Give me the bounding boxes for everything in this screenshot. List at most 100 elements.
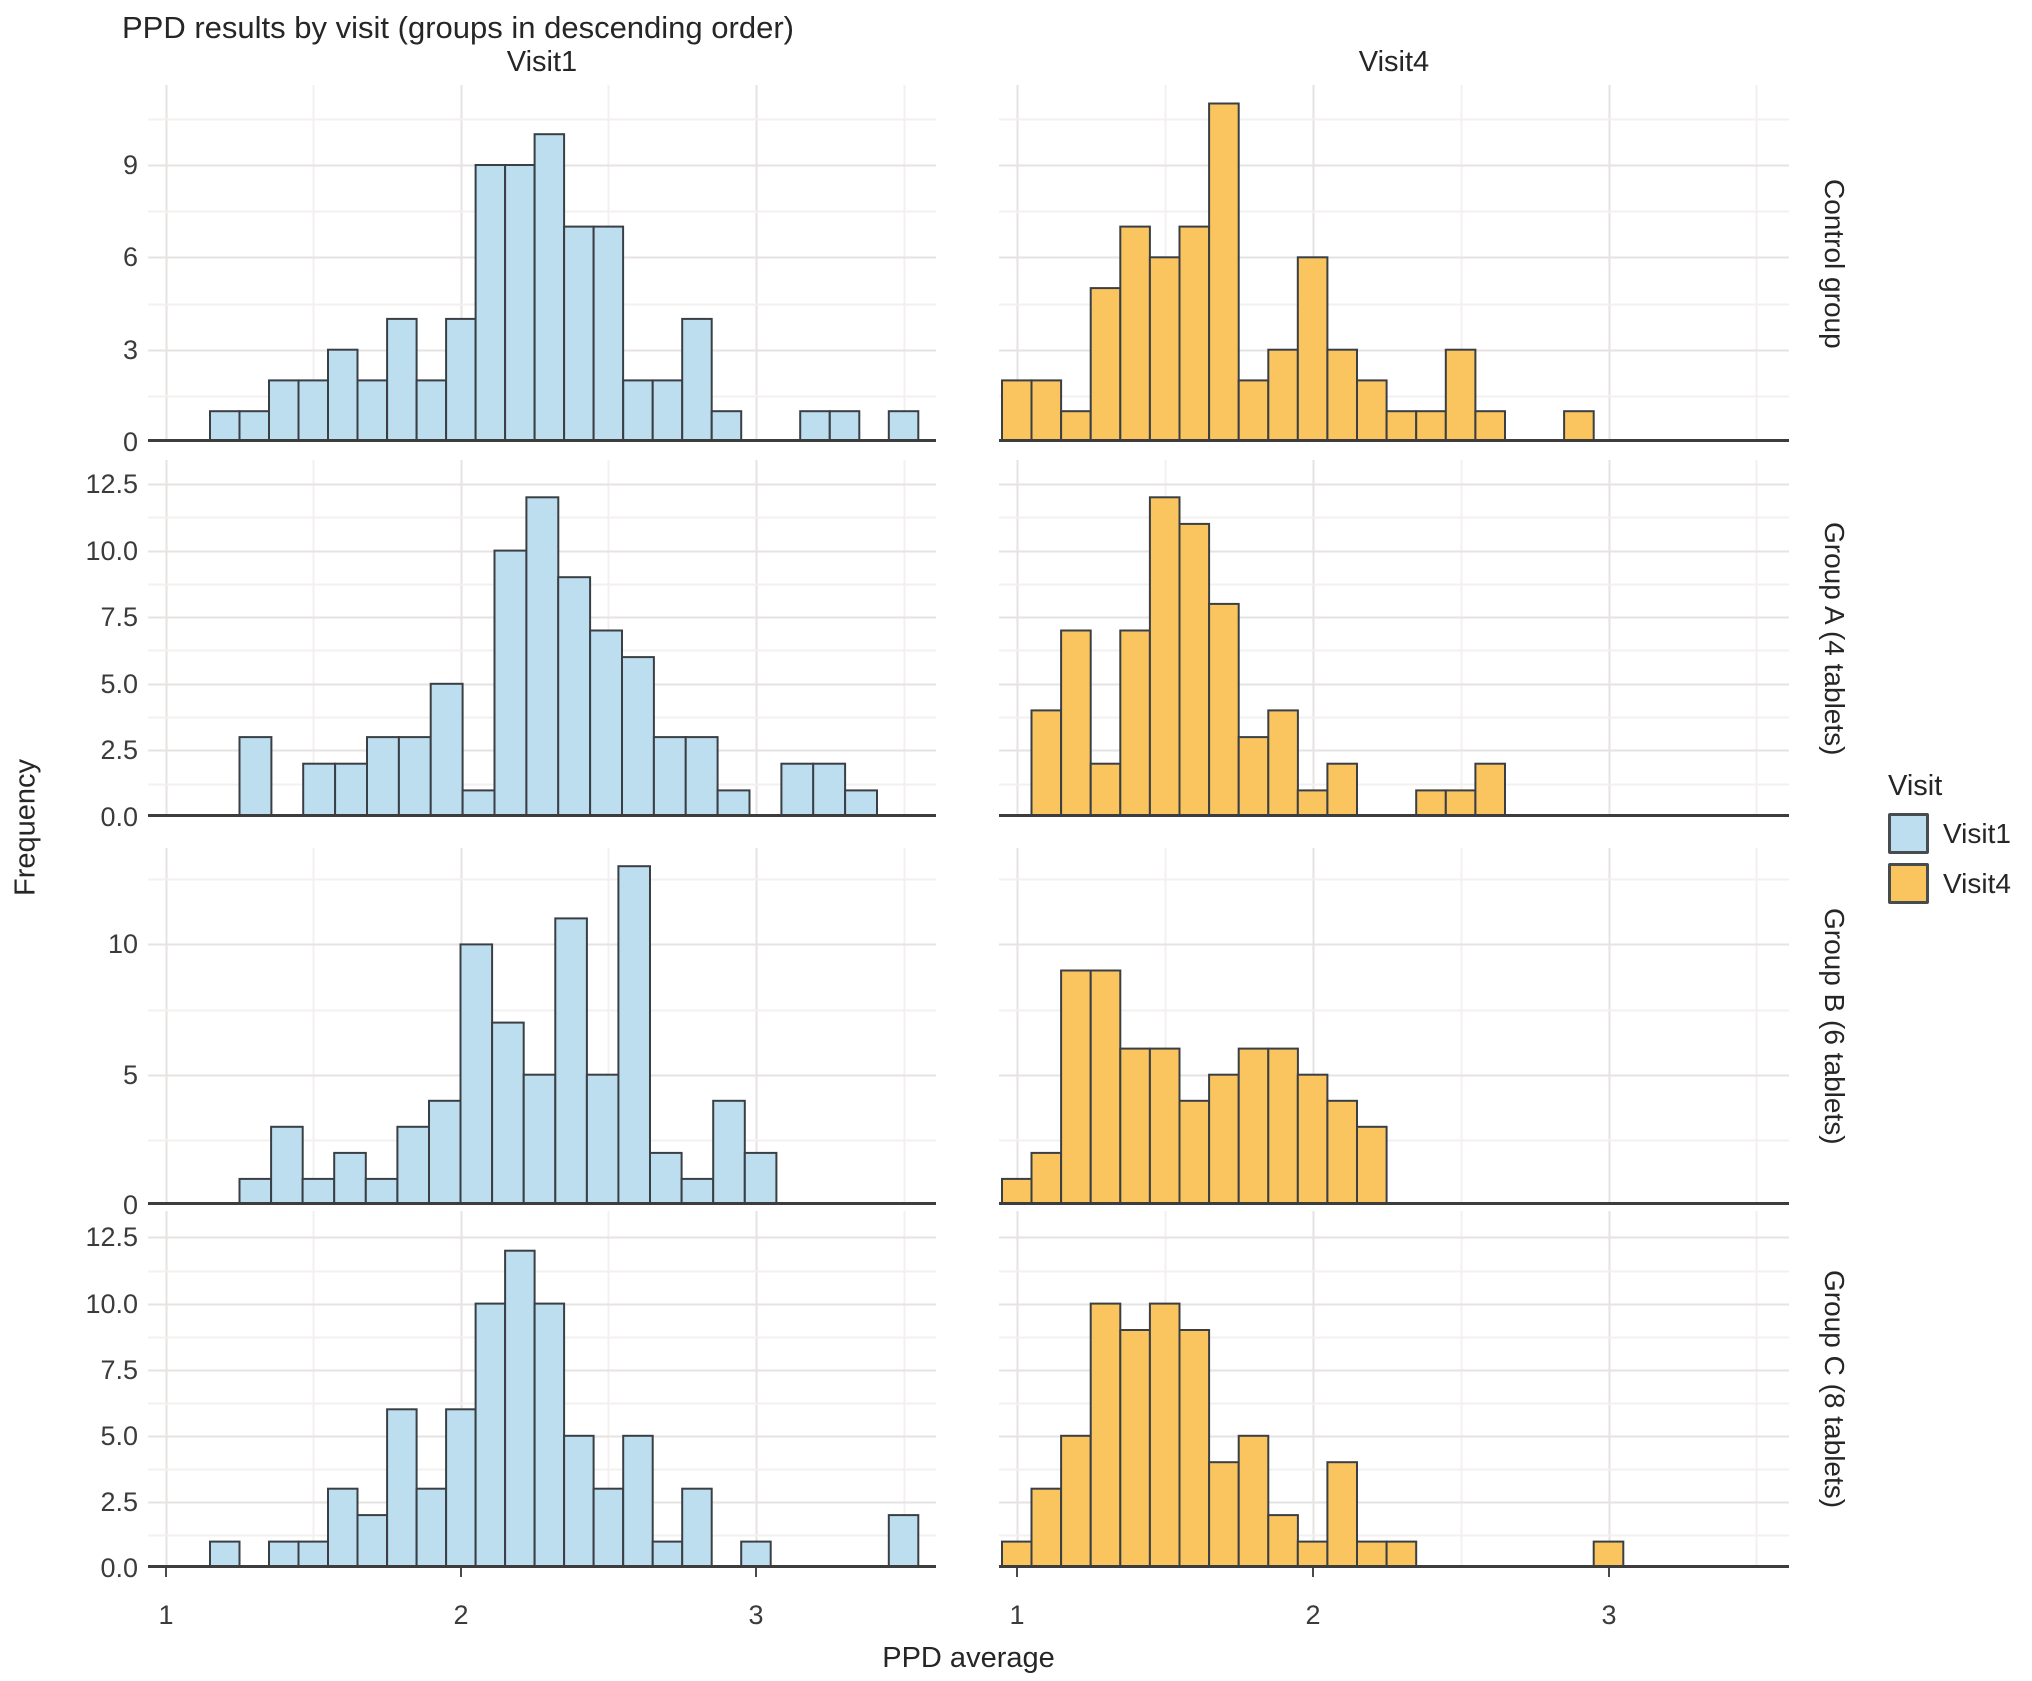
panel-row0-visit4	[999, 85, 1789, 442]
histogram-bar	[386, 1408, 418, 1568]
legend-label-visit4: Visit4	[1943, 867, 2011, 899]
histogram-bar	[1030, 1487, 1063, 1568]
histogram-bar	[525, 496, 560, 817]
histogram-bar	[1326, 348, 1358, 442]
histogram-bar	[1296, 789, 1329, 817]
y-tick-label: 10.0	[85, 1289, 138, 1319]
histogram-bar	[1356, 1125, 1388, 1205]
histogram-bar	[1178, 225, 1211, 442]
x-tick-mark	[1312, 1568, 1314, 1577]
legend-item-visit4: Visit4	[1888, 863, 2011, 904]
histogram-bar	[1474, 410, 1506, 442]
histogram-bar	[1178, 1329, 1211, 1568]
histogram-bar	[334, 762, 369, 817]
x-tick-mark	[1608, 1568, 1610, 1577]
histogram-bar	[585, 1073, 620, 1205]
y-tick-label: 6	[122, 242, 138, 272]
histogram-bar	[681, 317, 713, 442]
histogram-bar	[429, 682, 464, 817]
histogram-bar	[1326, 1461, 1358, 1568]
histogram-bar	[297, 379, 329, 442]
y-tick-label: 0	[122, 427, 138, 457]
histogram-bar	[209, 1540, 241, 1568]
histogram-bar	[1208, 602, 1240, 817]
histogram-bar	[366, 736, 400, 817]
legend: Visit Visit1 Visit4	[1888, 770, 2011, 913]
histogram-bar	[1119, 225, 1151, 442]
histogram-bar	[887, 410, 920, 442]
histogram-bar	[649, 1151, 683, 1205]
histogram-bar	[652, 736, 687, 817]
histogram-bar	[1001, 1540, 1033, 1568]
histogram-bar	[396, 1125, 430, 1205]
y-tick-label: 12.5	[85, 469, 138, 499]
figure-title: PPD results by visit (groups in descendi…	[122, 10, 794, 45]
x-tick-label: 1	[1009, 1600, 1025, 1630]
histogram-bar	[238, 410, 270, 442]
y-tick-label: 7.5	[100, 602, 138, 632]
histogram-bar	[592, 225, 625, 442]
histogram-bar	[812, 762, 847, 817]
histogram-bar	[238, 736, 273, 817]
histogram-bar	[1030, 709, 1063, 817]
facet-strip-group-b: Group B (6 tablets)	[1819, 908, 1850, 1145]
legend-label-visit1: Visit1	[1943, 817, 2011, 849]
histogram-bar	[397, 736, 432, 817]
histogram-bar	[622, 379, 654, 442]
facet-strip-group-a: Group A (4 tablets)	[1819, 521, 1850, 756]
histogram-bar	[1267, 348, 1299, 442]
histogram-bar	[828, 410, 861, 442]
histogram-bar	[563, 1434, 595, 1568]
y-tick-label: 5	[122, 1060, 138, 1090]
panel-row3-visit1	[148, 1211, 936, 1568]
histogram-bar	[1474, 762, 1506, 817]
histogram-bar	[297, 1540, 329, 1568]
histogram-bar	[1296, 1540, 1329, 1568]
histogram-bar	[1237, 1047, 1270, 1205]
y-tick-label: 0	[122, 1190, 138, 1220]
y-tick-label: 2.5	[100, 1487, 138, 1517]
histogram-bar	[364, 1177, 399, 1205]
histogram-bar	[268, 1540, 300, 1568]
histogram-bar	[428, 1099, 462, 1205]
histogram-bar	[557, 576, 592, 817]
x-tick-mark	[460, 1568, 462, 1577]
histogram-bar	[1001, 379, 1033, 442]
histogram-bar	[302, 762, 337, 817]
y-tick-label: 10	[107, 929, 138, 959]
panel-row2-visit1	[148, 848, 936, 1205]
histogram-bar	[1089, 287, 1122, 442]
histogram-bar	[1148, 496, 1181, 817]
y-tick-label: 9	[122, 150, 138, 180]
histogram-bar	[327, 1487, 359, 1568]
histogram-bar	[1089, 969, 1122, 1205]
y-tick-label: 5.0	[100, 1421, 138, 1451]
panel-row1-visit4	[999, 460, 1789, 817]
histogram-bar	[1563, 410, 1595, 442]
histogram-bar	[1060, 410, 1092, 442]
y-tick-label: 12.5	[85, 1222, 138, 1252]
histogram-bar	[563, 225, 595, 442]
histogram-bar	[1296, 256, 1329, 442]
x-axis-title: PPD average	[882, 1642, 1055, 1674]
histogram-bar	[592, 1487, 625, 1568]
panel-row2-visit4	[999, 848, 1789, 1205]
histogram-bar	[1178, 522, 1211, 817]
histogram-bar	[1148, 1302, 1181, 1568]
histogram-bar	[445, 1408, 477, 1568]
histogram-bar	[1296, 1073, 1329, 1205]
histogram-bar	[445, 317, 477, 442]
histogram-bar	[493, 549, 528, 817]
facet-strip-group-c: Group C (8 tablets)	[1819, 1270, 1850, 1509]
histogram-bar	[1119, 1329, 1151, 1568]
histogram-bar	[651, 1540, 684, 1568]
histogram-bar	[504, 164, 536, 442]
histogram-bar	[589, 629, 624, 817]
y-tick-label: 7.5	[100, 1355, 138, 1385]
histogram-bar	[491, 1021, 525, 1205]
histogram-bar	[238, 1177, 273, 1205]
y-tick-label: 3	[122, 335, 138, 365]
histogram-bar	[1444, 348, 1477, 442]
histogram-bar	[1119, 629, 1151, 817]
histogram-bar	[415, 379, 448, 442]
